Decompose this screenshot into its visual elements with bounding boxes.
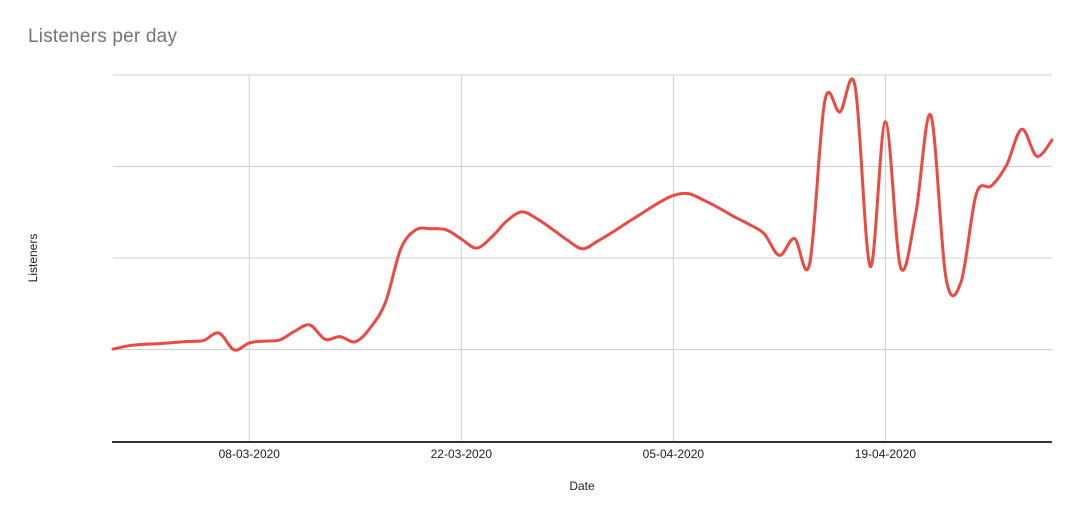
x-axis-tick-label: 08-03-2020 bbox=[218, 447, 280, 461]
chart-title: Listeners per day bbox=[28, 26, 178, 47]
x-axis-tick-label: 05-04-2020 bbox=[642, 447, 705, 461]
x-axis-title: Date bbox=[569, 479, 595, 493]
x-axis-tick-label: 19-04-2020 bbox=[854, 447, 917, 461]
y-axis-title: Listeners bbox=[26, 233, 40, 283]
x-axis-tick-label: 22-03-2020 bbox=[430, 447, 493, 461]
listeners-series-line[interactable] bbox=[111, 77, 1054, 352]
